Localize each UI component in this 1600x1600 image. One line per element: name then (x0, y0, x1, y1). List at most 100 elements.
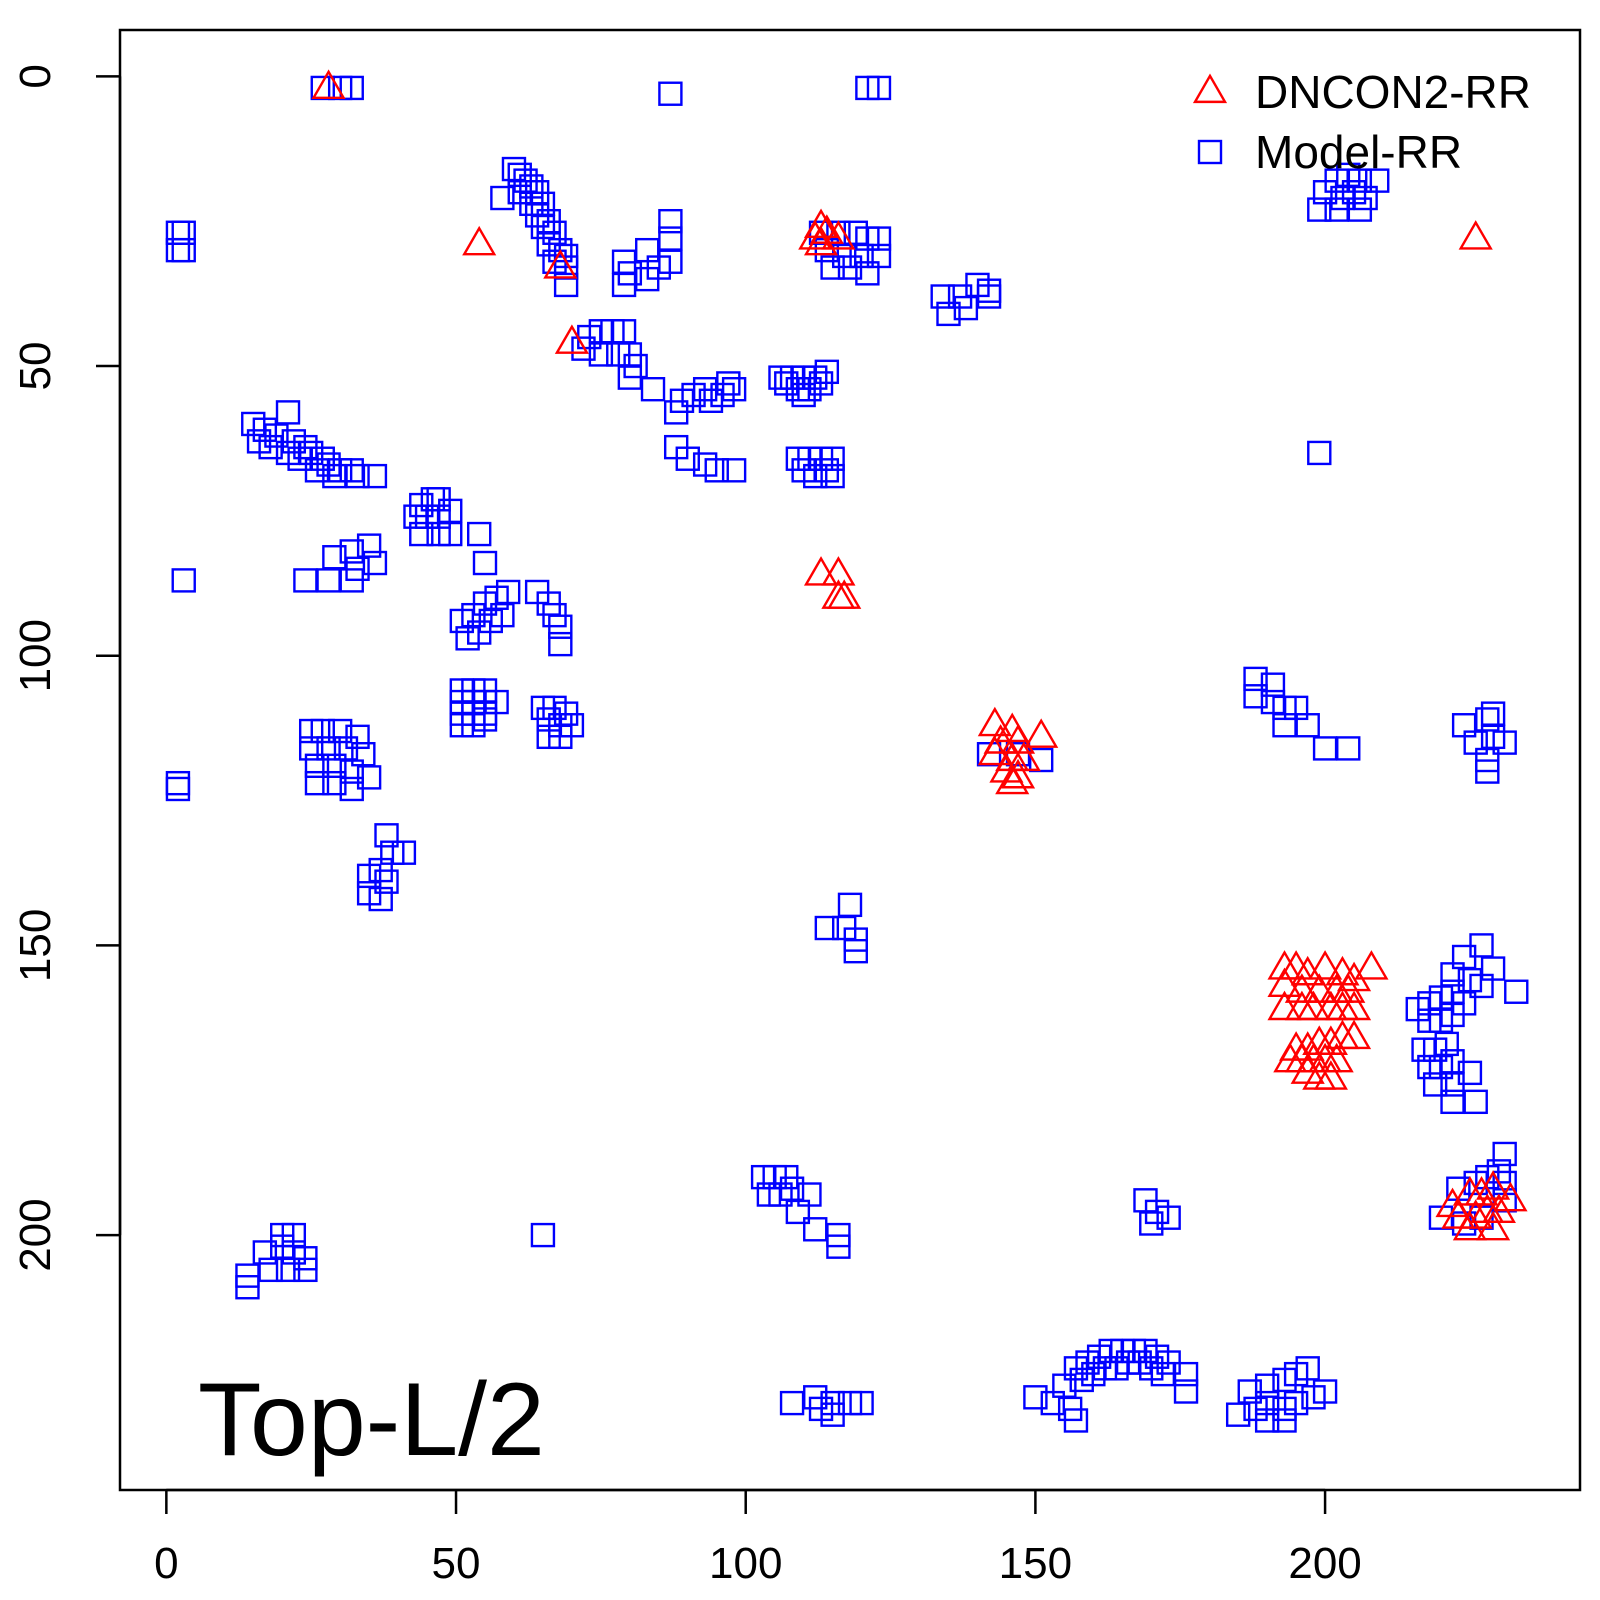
model-rr-point (1475, 707, 1500, 732)
model-rr-point (409, 521, 434, 547)
dncon2-rr-point (1336, 1019, 1372, 1050)
dncon2-rr-point (1452, 1210, 1487, 1241)
points-layer (165, 69, 1529, 1433)
model-rr-point (1469, 973, 1494, 999)
model-rr-point (165, 237, 191, 263)
model-rr-point (779, 1390, 805, 1416)
model-rr-point (820, 255, 845, 280)
dncon2-rr-point (1458, 220, 1493, 250)
model-rr-point (617, 261, 643, 286)
model-rr-point (855, 261, 880, 286)
model-rr-point (1307, 197, 1332, 222)
model-rr-point (1475, 759, 1500, 784)
model-rr-point (785, 1199, 811, 1225)
model-rr-point (866, 75, 892, 101)
model-rr-point (304, 770, 330, 796)
model-rr-point (356, 533, 382, 558)
model-rr-point (1243, 684, 1268, 709)
model-rr-point (716, 371, 741, 396)
dncon2-rr-point (803, 225, 839, 256)
model-rr-point (1307, 440, 1332, 466)
model-rr-point (1254, 1408, 1280, 1433)
model-rr-point (791, 382, 816, 408)
model-rr-point (374, 823, 399, 848)
model-rr-point (936, 301, 961, 327)
model-rr-point (803, 1217, 828, 1242)
model-rr-point (571, 336, 596, 361)
x-tick-label: 50 (432, 1539, 481, 1588)
model-rr-point (548, 614, 573, 639)
model-rr-point (322, 545, 347, 570)
model-rr-point (548, 631, 573, 657)
model-rr-point (362, 550, 388, 576)
model-rr-point (866, 226, 892, 251)
model-rr-point (1440, 1089, 1465, 1115)
model-rr-point (391, 840, 417, 865)
model-rr-point (304, 458, 330, 483)
model-rr-point (1295, 713, 1320, 738)
model-rr-point (1492, 730, 1517, 755)
dncon2-rr-point (1296, 990, 1331, 1021)
model-rr-point (304, 753, 330, 778)
legend: DNCON2-RR Model-RR (1192, 66, 1531, 178)
y-tick-label: 200 (11, 1198, 60, 1271)
model-rr-point (640, 377, 666, 402)
model-rr-point (837, 892, 863, 918)
y-tick-label: 0 (11, 64, 60, 88)
model-rr-point (530, 1222, 556, 1248)
model-rr-point (438, 521, 463, 547)
model-rr-point (467, 521, 492, 547)
model-rr-point (1336, 736, 1361, 761)
model-rr-point (322, 770, 347, 796)
model-rr-point (704, 458, 729, 483)
dncon2-rr-point (1000, 758, 1036, 789)
model-rr-point (1312, 736, 1338, 761)
dncon2-rr-point (1284, 973, 1319, 1003)
model-rr-point (258, 1257, 283, 1283)
x-tick-label: 100 (709, 1539, 782, 1588)
model-rr-point (339, 75, 364, 101)
top-l2-annotation: Top-L/2 (198, 1362, 545, 1478)
model-rr-point (849, 1390, 874, 1416)
model-rr-point (1451, 991, 1477, 1016)
model-rr-point (1243, 666, 1268, 692)
model-rr-point (1023, 1385, 1048, 1410)
model-rr-point (490, 185, 515, 211)
model-rr-point (1254, 1390, 1280, 1416)
model-rr-point (820, 463, 845, 489)
model-rr-point (339, 539, 364, 564)
model-rr-point (322, 463, 347, 489)
model-rr-point (339, 568, 364, 593)
dncon2-rr-point (462, 225, 497, 256)
model-rr-point (1225, 1402, 1251, 1427)
model-rr-point (252, 1240, 278, 1265)
dncon2-rr-point (798, 220, 833, 250)
dncon2-rr-point (554, 324, 589, 354)
model-rr-point (490, 602, 515, 628)
model-rr-point (1301, 1385, 1326, 1410)
dncon2-rr-point (1476, 1170, 1511, 1200)
model-rr-point (1492, 1141, 1517, 1167)
model-rr-point (1150, 1361, 1176, 1387)
model-rr-point (1295, 1356, 1320, 1381)
dncon2-rr-point (977, 706, 1012, 737)
dncon2-rr-point (543, 249, 578, 279)
model-rr-point (235, 1275, 260, 1300)
model-rr-point (1040, 1390, 1065, 1416)
model-rr-point (1347, 197, 1373, 222)
model-rr-point (976, 284, 1002, 309)
legend-model-rr-label: Model-RR (1255, 126, 1462, 178)
dncon2-rr-point (827, 579, 862, 609)
model-rr-point (171, 568, 196, 593)
y-tick-label: 100 (11, 619, 60, 692)
dncon2-rr-point (821, 220, 856, 250)
model-rr-point (275, 1257, 301, 1283)
model-rr-point (316, 568, 341, 593)
model-rr-point (843, 938, 868, 964)
model-rr-point (293, 1257, 318, 1283)
model-rr-point (675, 446, 700, 471)
model-rr-point (930, 284, 955, 309)
y-tick-label: 50 (11, 342, 60, 391)
model-rr-point (658, 226, 683, 251)
